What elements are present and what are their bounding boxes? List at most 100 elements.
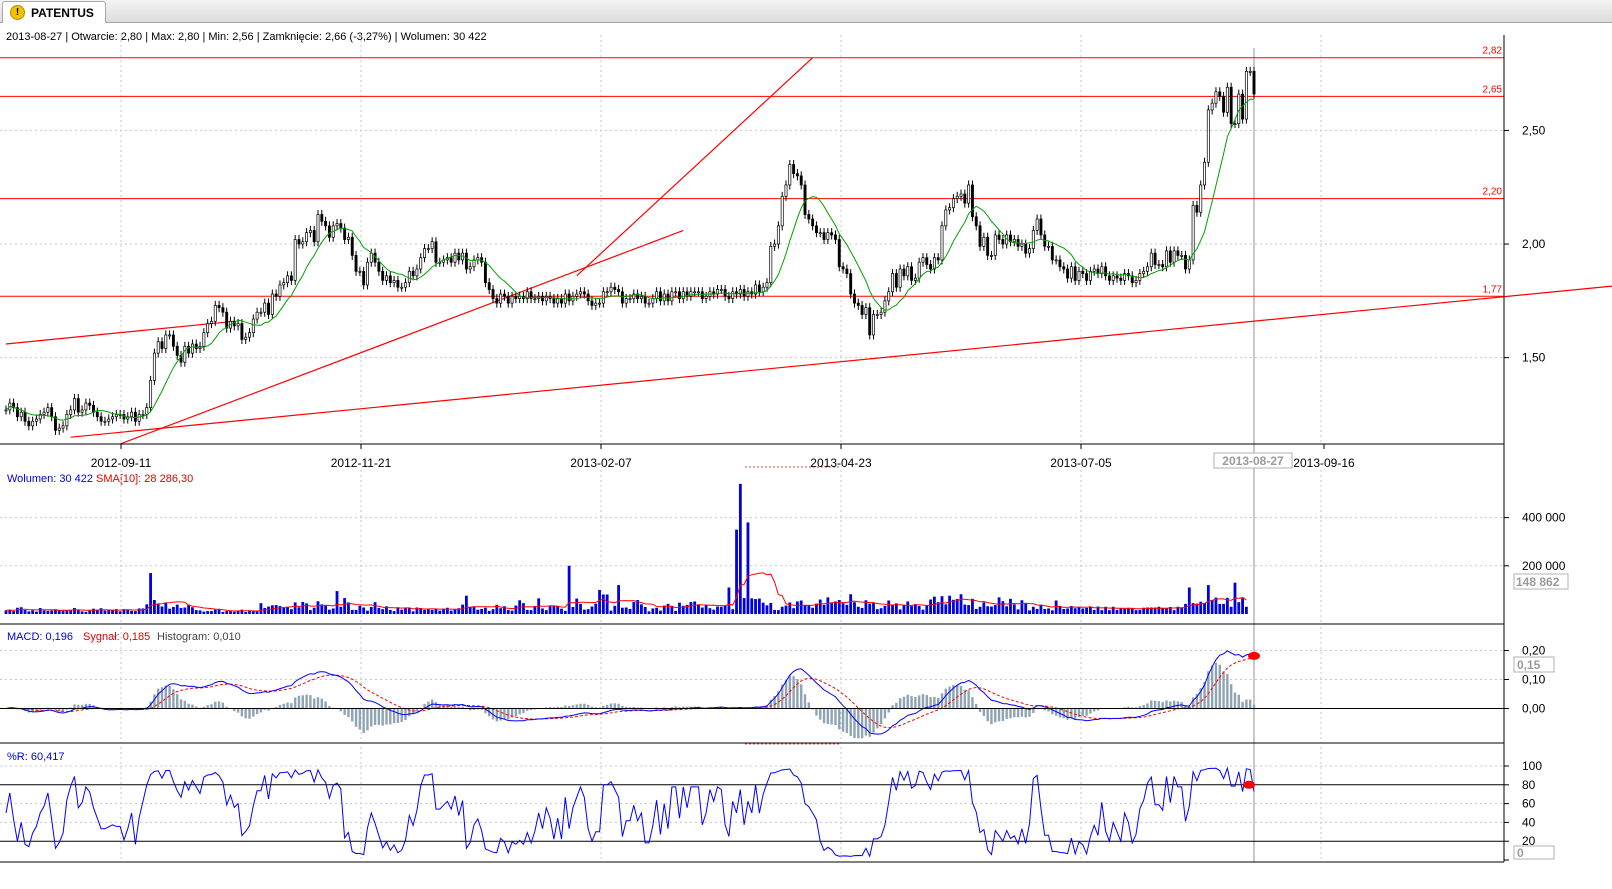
macd-histogram-bar (499, 708, 502, 721)
stock-chart[interactable]: 2,822,652,201,77 2012-09-11 2012-11-21 201… (0, 22, 1612, 889)
macd-histogram-bar (1241, 701, 1244, 709)
volume-bar (210, 611, 213, 614)
volume-bar (742, 598, 746, 614)
volume-bar (305, 603, 308, 614)
macd-histogram-bar (1210, 665, 1214, 709)
volume-bar (697, 604, 700, 614)
macd-histogram-bar (583, 703, 586, 709)
macd-histogram-bar (632, 706, 636, 709)
volume-bar (95, 610, 99, 614)
macd-histogram-bar (1248, 699, 1252, 709)
volume-bar (282, 607, 286, 614)
volume-bar (929, 599, 932, 614)
cursor-date-label: 2013-08-27 (1222, 454, 1284, 468)
volume-bar (1081, 608, 1085, 614)
macd-histogram-bar (895, 702, 898, 709)
y-tick-label: 0,20 (1522, 644, 1546, 658)
volume-bar (601, 594, 605, 614)
candle-body (286, 275, 290, 284)
volume-bar (986, 606, 990, 614)
candle-body (343, 227, 347, 240)
macd-histogram-bar (838, 708, 841, 730)
macd-histogram-bar (54, 708, 57, 711)
volume-bar (1062, 608, 1066, 614)
macd-histogram-bar (834, 708, 837, 726)
volume-bar (594, 603, 598, 614)
volume-bar (259, 603, 263, 614)
volume-bar (940, 596, 944, 614)
macd-histogram-bar (385, 708, 388, 725)
volume-bar (445, 607, 449, 614)
macd-histogram-bar (221, 702, 225, 709)
macd-histogram-bar (351, 708, 354, 722)
volume-bar (369, 607, 373, 614)
macd-histogram-bar (822, 708, 826, 724)
candle-body (1024, 243, 1028, 254)
macd-histogram-bar (434, 701, 438, 709)
macd-histogram-bar (579, 703, 582, 709)
macd-histogram-bar (952, 684, 955, 709)
macd-histogram-bar (982, 708, 986, 716)
macd-histogram-bar (963, 689, 967, 709)
macd-histogram-bar (77, 704, 80, 709)
macd-histogram-bar (602, 705, 605, 709)
candle-body (655, 291, 659, 299)
volume-bar (175, 604, 179, 614)
volume-bar (472, 606, 476, 614)
volume-bar (308, 610, 312, 614)
candle-body (137, 414, 141, 422)
macd-histogram-bar (370, 708, 373, 727)
volume-bar (73, 607, 76, 614)
volume-bar (1244, 606, 1248, 614)
macd-histogram-bar (936, 697, 940, 709)
volume-bar (495, 604, 499, 614)
volume-bar (894, 603, 898, 614)
candle-body (1081, 270, 1085, 274)
macd-histogram-bar (263, 708, 266, 711)
sma-legend: SMA[10]: 28 286,30 (96, 473, 194, 485)
volume-bar (1195, 603, 1199, 614)
candle-body (845, 268, 849, 274)
volume-bar (50, 610, 54, 614)
macd-histogram-bar (990, 708, 993, 725)
volume-bar (525, 609, 529, 614)
volume-bar (1096, 606, 1100, 614)
candle-body (1092, 268, 1096, 272)
candle-body (590, 300, 594, 306)
candle-body (605, 291, 609, 294)
macd-histogram-bar (921, 694, 925, 709)
volume-bar (61, 610, 65, 614)
volume-bar (328, 609, 331, 614)
macd-histogram-bar (803, 694, 807, 709)
candle-body (388, 275, 392, 284)
volume-bar (963, 604, 967, 614)
candle-body (38, 414, 42, 420)
macd-histogram-bar (61, 708, 65, 712)
candle-body (799, 175, 803, 186)
candle-body (396, 280, 400, 288)
candle-body (415, 268, 419, 277)
macd-histogram-bar (948, 686, 951, 709)
candle-body (533, 298, 537, 300)
macd-histogram-bar (1131, 707, 1134, 709)
candle-body (529, 291, 533, 299)
candle-body (305, 232, 309, 243)
volume-bar (522, 603, 525, 614)
volume-bar (35, 611, 38, 614)
volume-bar (286, 606, 289, 614)
volume-bar (872, 602, 875, 614)
macd-histogram-bar (259, 708, 263, 713)
candle-body (1142, 270, 1146, 274)
candle-body (76, 398, 80, 413)
volume-bar (168, 608, 172, 614)
volume-bar (735, 529, 738, 614)
volume-bar (837, 600, 841, 614)
candle-body (643, 295, 647, 304)
candle-body (891, 273, 894, 293)
volume-bar (316, 601, 320, 614)
macd-histogram-bar (1062, 708, 1065, 719)
candle-body (487, 282, 491, 290)
candle-body (419, 257, 423, 270)
macd-histogram-bar (925, 695, 928, 709)
tab-patentus[interactable]: ! PATENTUS (2, 1, 106, 23)
